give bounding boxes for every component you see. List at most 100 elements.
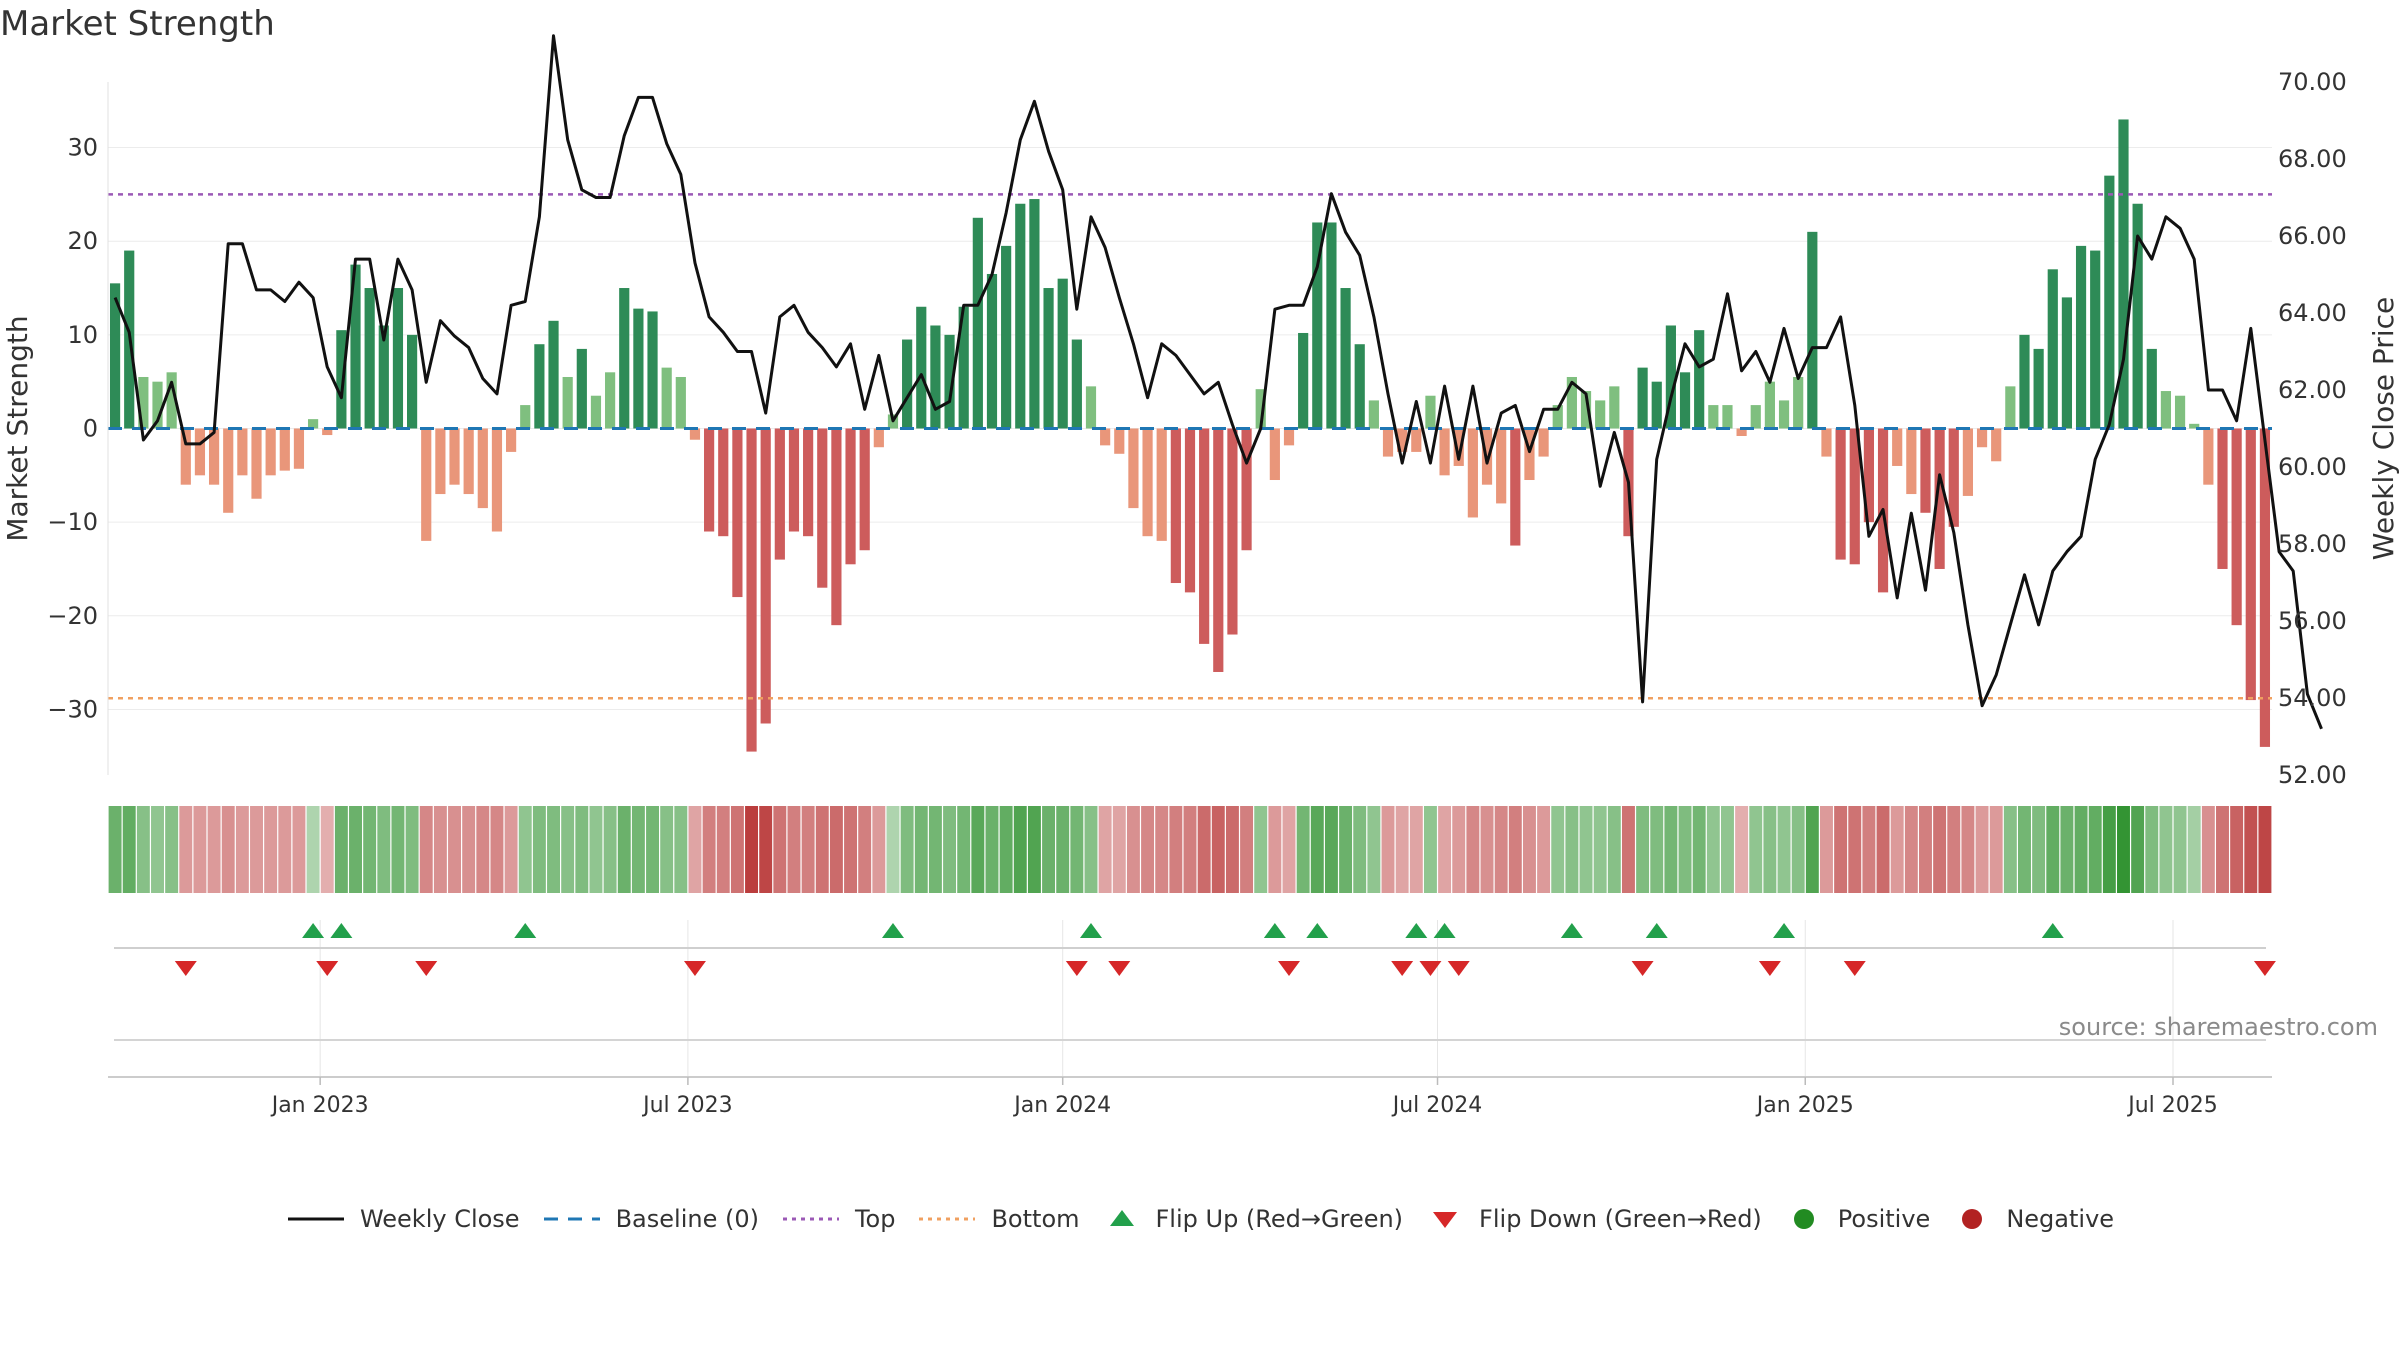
strength-bar [1821,428,1832,457]
strength-bar [2160,391,2172,429]
heatstrip-cell [490,806,504,893]
strength-bar [1496,428,1507,504]
strength-bar [293,428,305,469]
strength-bar [2174,395,2186,429]
heatstrip-cell [1225,806,1239,893]
heatstrip-cell [1070,806,1084,893]
strength-bar [647,311,658,429]
heatstrip-cell [1098,806,1112,893]
heatstrip-cell [561,806,575,893]
strength-bar [1778,400,1790,429]
flip-down-marker [415,961,438,976]
strength-bar [1708,405,1719,429]
strength-bar [152,381,163,429]
flip-up-marker [1263,923,1286,938]
strength-bar [109,283,121,429]
heatstrip-cell [1678,806,1692,893]
heatstrip-cell [476,806,490,893]
strength-bar [1510,428,1521,546]
heatstrip-cell [1480,806,1494,893]
flip-up-marker [1773,923,1796,938]
strength-bar [1382,428,1394,457]
heatstrip-cell [745,806,759,893]
heatstrip-cell [617,806,631,893]
strength-bar [1340,288,1351,429]
heatstrip-cell [363,806,377,893]
strength-bar [1043,288,1054,429]
strength-bar [619,288,630,429]
heatstrip-cell [2018,806,2031,893]
heatstrip-cell [2187,806,2201,893]
flip-up-marker [1560,923,1583,938]
strength-bar [1298,332,1309,429]
heatstrip-cell [1056,806,1070,893]
heatstrip-cell [1268,806,1282,893]
heatstrip-cell [1409,806,1423,893]
legend-baseline-label: Baseline (0) [615,1205,759,1233]
legend-positive: Positive [1784,1205,1930,1233]
heatstrip-cell [405,806,419,893]
heatstrip-cell [1197,806,1211,893]
heatstrip-cell [1452,806,1466,893]
strength-bar [350,264,361,429]
heatstrip-cell [1621,806,1635,893]
heatstrip-cell [900,806,914,893]
strength-bars [109,119,2271,752]
strength-bar [774,428,785,560]
strength-bar [1793,376,1804,429]
heatstrip-cell [1282,806,1296,893]
flip-down-marker [1419,961,1442,976]
heatstrip-cell [730,806,744,893]
legend-weekly-close-label: Weekly Close [359,1205,520,1233]
strength-bar [392,288,404,429]
strength-bar [1538,428,1549,457]
heatstrip-cell [844,806,858,893]
x-tick-label: Jul 2025 [2126,1093,2218,1118]
strength-bar [449,428,460,485]
strength-bar [689,428,701,440]
heatstrip-cell [660,806,674,893]
strength-bar [2259,428,2271,747]
heatstrip-cell [1650,806,1664,893]
strength-bar [562,376,573,429]
heatstrip-cell [716,806,730,893]
legend-top-label: Top [854,1205,896,1233]
heatstrip-cell [2003,806,2017,893]
weekly-close-line [113,34,2323,730]
strength-bar [1029,199,1040,429]
heatstrip-cell [1254,806,1268,893]
strength-bar [986,273,998,429]
positive-dot-icon [1793,1209,1814,1229]
flip-down-marker [683,961,706,976]
strength-bar [1892,428,1903,466]
strength-bar [1439,428,1450,476]
strength-bar [1694,330,1705,429]
strength-bar [1736,428,1747,436]
strength-bar [1835,428,1846,560]
heatstrip-cell [1169,806,1183,893]
heatstrip-cell [179,806,193,893]
strength-bar [916,306,927,429]
flip-up-marker [1645,923,1668,938]
strength-bar [1679,372,1691,429]
heatstrip-cell [1353,806,1367,893]
strength-bar [972,217,983,429]
heatstrip-cell [1126,806,1140,893]
heatstrip-cell [1112,806,1126,893]
heatstrip-cell [1339,806,1353,893]
heatstrip-cell [1735,806,1749,893]
heatstrip-cell [250,806,263,893]
strength-bar [1665,325,1676,429]
heatstrip-cell [1494,806,1508,893]
strength-bar [194,428,206,476]
heatstrip-cell [1975,806,1989,893]
x-tick-label: Jul 2023 [641,1093,733,1118]
strength-bar [1750,405,1761,429]
heatstrip-cell [518,806,532,893]
strength-bar [605,372,616,429]
heatstrip-cell [1027,806,1041,893]
strength-bar [1085,386,1097,429]
heatstrip-cell [1423,806,1437,893]
heatstrip-cell [532,806,546,893]
strength-bar [2047,269,2058,429]
